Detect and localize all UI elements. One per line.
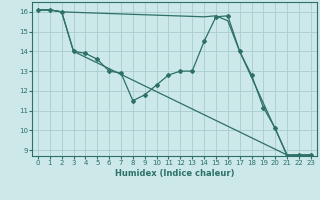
- X-axis label: Humidex (Indice chaleur): Humidex (Indice chaleur): [115, 169, 234, 178]
